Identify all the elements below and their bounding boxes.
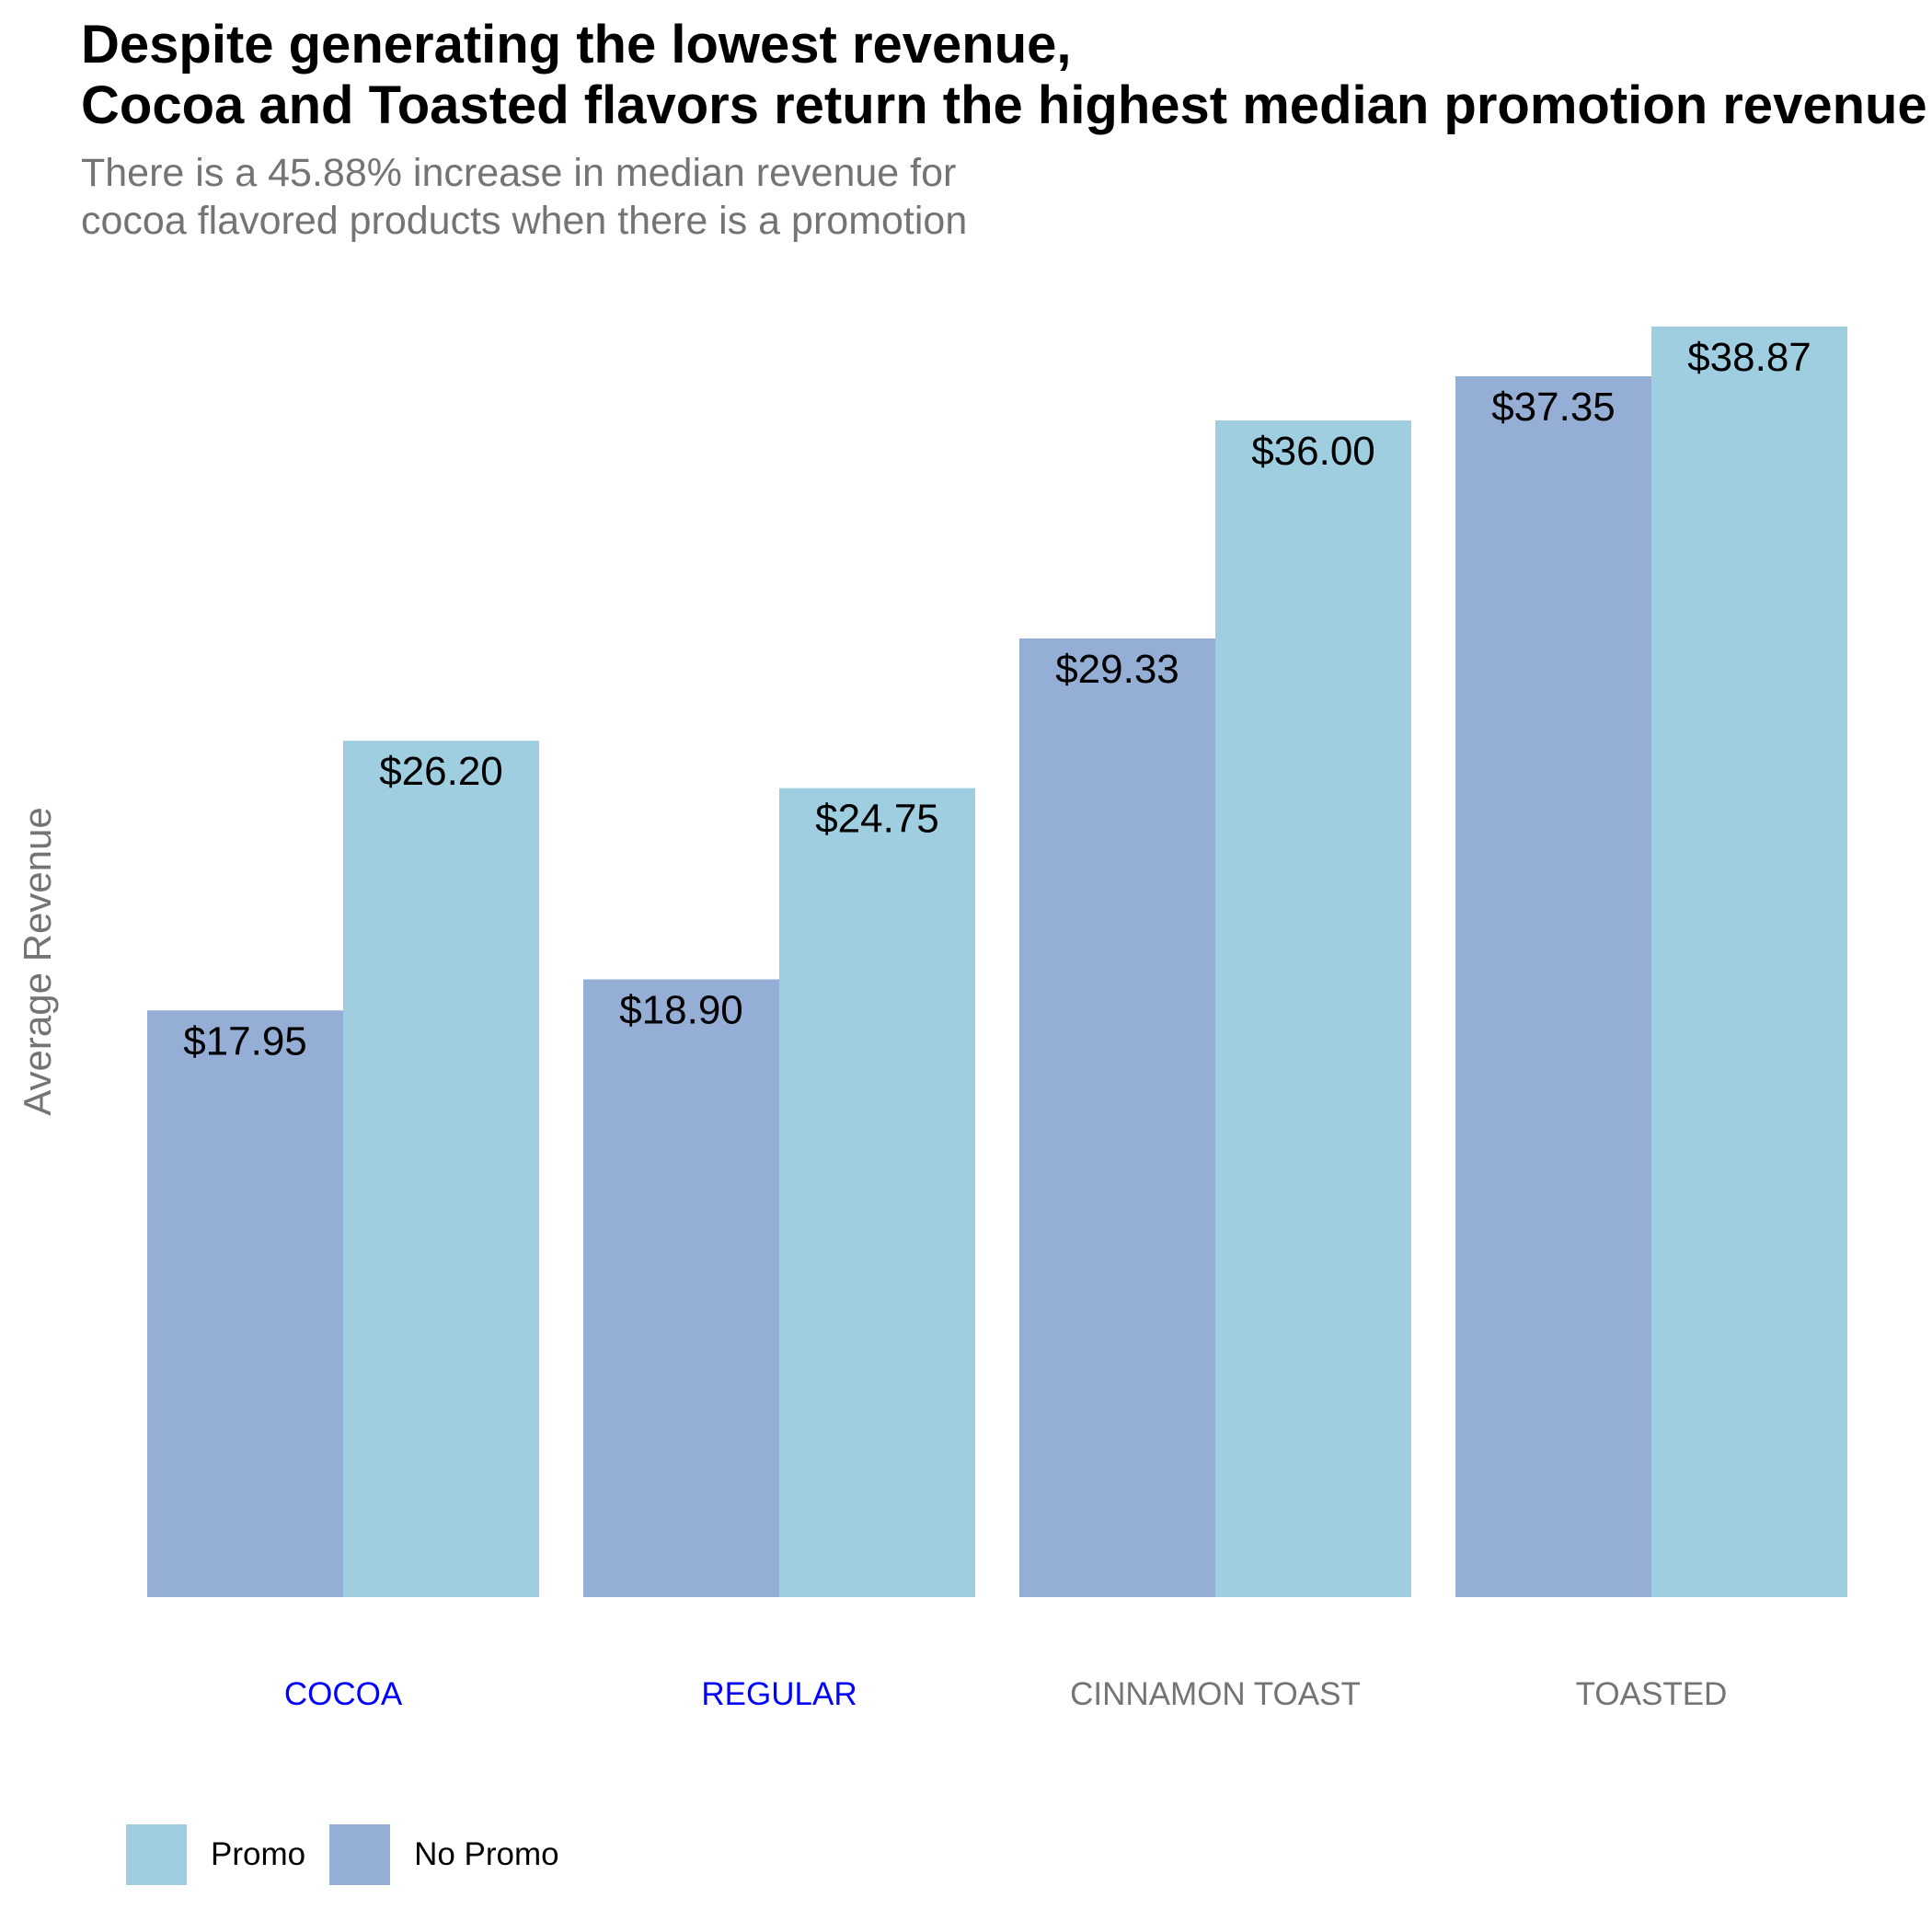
data-label-cocoa-promo: $26.20: [379, 749, 503, 794]
data-label-cinnamon-toast-promo: $36.00: [1251, 429, 1375, 474]
bar-cinnamon-toast-no-promo: [1019, 638, 1215, 1598]
bar-regular-no-promo: [583, 979, 779, 1597]
legend-item-promo: Promo: [126, 1824, 305, 1885]
chart-subtitle: There is a 45.88% increase in median rev…: [81, 149, 967, 245]
legend-swatch-no-promo: [329, 1824, 391, 1885]
x-tick-labels: COCOA REGULAR CINNAMON TOAST TOASTED: [284, 1676, 1728, 1712]
legend-item-no-promo: No Promo: [329, 1824, 559, 1885]
legend-swatch-promo: [126, 1824, 187, 1885]
chart-subtitle-line-1: There is a 45.88% increase in median rev…: [81, 151, 957, 195]
data-label-regular-no-promo: $18.90: [619, 988, 743, 1033]
data-label-regular-promo: $24.75: [815, 797, 939, 842]
data-labels-layer: $17.95 $26.20 $18.90 $24.75 $29.33 $36.00 $37.…: [183, 335, 1811, 1064]
data-label-cocoa-no-promo: $17.95: [183, 1018, 307, 1064]
y-axis-label: Average Revenue: [16, 807, 59, 1115]
chart-title-line-1: Despite generating the lowest revenue,: [81, 15, 1072, 75]
bar-cinnamon-toast-promo: [1215, 420, 1411, 1598]
data-label-toasted-promo: $38.87: [1687, 335, 1811, 380]
data-label-toasted-no-promo: $37.35: [1491, 385, 1616, 430]
x-tick-label-toasted: TOASTED: [1576, 1676, 1728, 1712]
x-tick-label-cinnamon-toast: CINNAMON TOAST: [1070, 1676, 1361, 1712]
legend: Promo No Promo: [126, 1824, 583, 1885]
x-tick-label-cocoa: COCOA: [284, 1676, 403, 1712]
bar-regular-promo: [779, 788, 975, 1597]
bar-cocoa-promo: [343, 741, 539, 1597]
bar-toasted-no-promo: [1455, 376, 1651, 1597]
data-label-cinnamon-toast-no-promo: $29.33: [1055, 647, 1179, 692]
chart-title-line-2: Cocoa and Toasted flavors return the hig…: [81, 75, 1927, 135]
legend-label-promo: Promo: [211, 1836, 306, 1872]
x-tick-label-regular: REGULAR: [701, 1676, 857, 1712]
bar-toasted-promo: [1651, 327, 1847, 1597]
chart-title: Despite generating the lowest revenue, C…: [81, 15, 1927, 136]
legend-label-no-promo: No Promo: [414, 1836, 559, 1872]
chart-subtitle-line-2: cocoa flavored products when there is a …: [81, 199, 968, 243]
bar-cocoa-no-promo: [147, 1010, 343, 1597]
bars-layer: [147, 327, 1847, 1598]
